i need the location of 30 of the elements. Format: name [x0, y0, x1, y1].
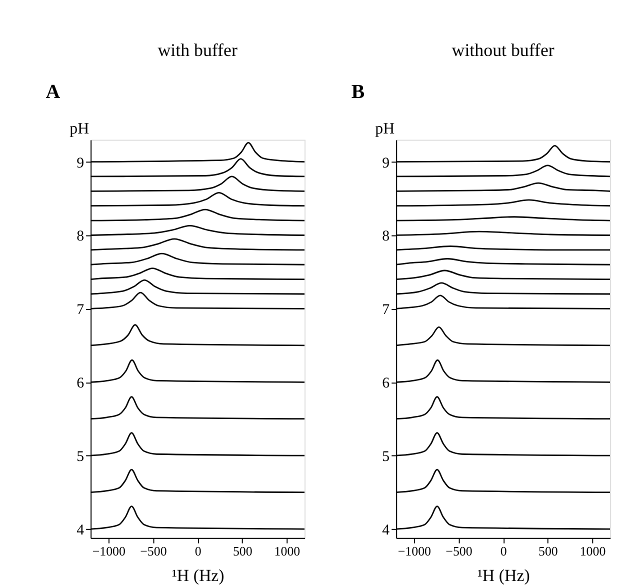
- x-tick-label: −500: [140, 543, 167, 558]
- y-tick-label: 8: [76, 228, 84, 245]
- x-tick-label: −500: [446, 543, 472, 558]
- y-tick-label: 7: [76, 302, 85, 318]
- x-tick-label: 500: [232, 543, 252, 558]
- y-tick-label: 4: [76, 522, 85, 539]
- x-tick-label: 0: [194, 543, 202, 558]
- y-tick-label: 5: [76, 449, 84, 466]
- x-tick-label: 500: [538, 543, 558, 558]
- x-tick-label: −1000: [398, 543, 431, 558]
- x-axis-title: ¹H (Hz): [477, 566, 530, 586]
- y-tick-label: 8: [382, 228, 390, 245]
- y-tick-label: 6: [382, 376, 390, 392]
- x-tick-label: 0: [500, 543, 507, 558]
- x-axis-title: ¹H (Hz): [172, 566, 224, 586]
- x-tick-label: −1000: [92, 543, 126, 558]
- y-axis-title: pH: [375, 120, 396, 138]
- chart-title: without buffer: [452, 40, 554, 60]
- x-tick-label: 1000: [274, 543, 300, 558]
- text: B: [351, 80, 365, 103]
- y-tick-label: 7: [382, 302, 390, 318]
- y-tick-label: 9: [76, 155, 84, 172]
- chart-title: with buffer: [158, 40, 238, 60]
- text: A: [46, 80, 61, 103]
- y-axis-title: pH: [70, 120, 90, 138]
- y-tick-label: 9: [382, 155, 390, 172]
- x-tick-label: 1000: [580, 543, 606, 558]
- y-tick-label: 6: [76, 376, 85, 392]
- y-tick-label: 4: [382, 522, 390, 539]
- y-tick-label: 5: [382, 449, 390, 466]
